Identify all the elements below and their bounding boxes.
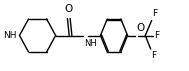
Text: NH: NH [84,39,97,48]
Text: F: F [151,51,156,60]
Text: O: O [136,23,144,33]
Text: O: O [64,4,72,14]
Text: F: F [152,9,157,18]
Text: F: F [154,31,159,40]
Text: NH: NH [3,31,17,40]
